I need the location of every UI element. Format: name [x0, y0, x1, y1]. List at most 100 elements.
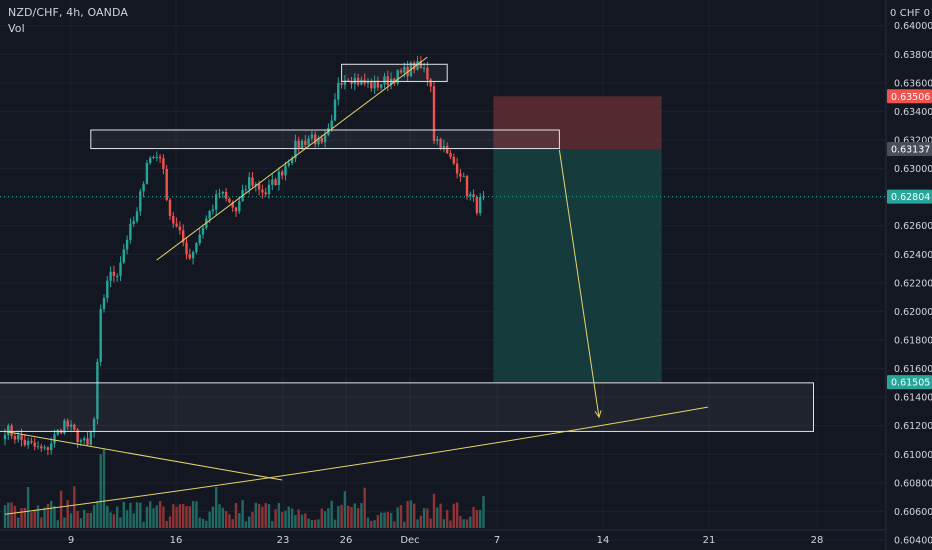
volume-bar [96, 500, 99, 528]
volume-bar [221, 507, 224, 528]
candle-body [482, 196, 485, 198]
volume-bar [23, 507, 26, 528]
candle-body [23, 440, 26, 446]
price-badge [887, 89, 932, 104]
volume-bar [343, 491, 347, 528]
candle-body [274, 179, 277, 186]
volume-bar [389, 513, 393, 528]
volume-bar [142, 521, 145, 528]
volume-bar [86, 512, 89, 528]
volume-bar [257, 503, 261, 528]
candle-body [290, 158, 294, 164]
volume-bar [7, 502, 10, 528]
volume-bar [139, 502, 142, 528]
candle-body [178, 226, 182, 231]
volume-bar [195, 501, 198, 528]
candle-body [125, 239, 129, 250]
candle-body [386, 76, 389, 85]
volume-bar [149, 501, 152, 528]
volume-bar [89, 512, 92, 528]
volume-bar [254, 502, 257, 528]
volume-bar [386, 511, 389, 528]
volume-bar [380, 512, 383, 528]
volume-bar [43, 507, 46, 528]
candle-body [422, 67, 426, 69]
candle-body [399, 70, 403, 73]
volume-bar [449, 520, 452, 528]
volume-bar [297, 509, 300, 528]
y-tick-label: 0.63000 [894, 164, 932, 175]
time-axis[interactable]: 9 16 23 26 Dec 7 14 21 28 [0, 529, 886, 546]
candle-body [350, 81, 353, 84]
volume-bar [432, 493, 436, 528]
support-zone-target [0, 382, 814, 432]
long-support-curve [4, 406, 708, 515]
y-tick-label: 0.61600 [894, 364, 932, 375]
volume-bar [304, 513, 307, 528]
volume-bar [10, 502, 13, 528]
volume-bar [132, 513, 135, 528]
volume-bar [370, 520, 373, 528]
price-badge-label: 0.63506 [891, 92, 930, 103]
price-badge-label: 0.63137 [891, 145, 930, 156]
volume-bar [66, 500, 69, 528]
volume-bar [46, 503, 50, 528]
candle-body [195, 243, 198, 253]
volume-bar [360, 503, 363, 528]
volume-bar [267, 504, 271, 528]
price-axis[interactable]: 0.64000 0.63800 0.63600 0.63400 0.63200 0.630… [885, 0, 932, 550]
candle-body [449, 153, 452, 157]
volume-bar [406, 501, 409, 528]
volume-bar [215, 487, 218, 528]
x-tick-label: 9 [68, 535, 74, 546]
candle-body [172, 216, 175, 224]
falling-trendline [4, 430, 283, 481]
horizontal-zones [0, 63, 814, 432]
candle-body [307, 138, 310, 145]
volume-bar [439, 503, 442, 528]
candle-body [135, 211, 139, 222]
volume-bar [92, 504, 96, 528]
volume-bar [284, 510, 287, 528]
volume-bar [446, 510, 449, 528]
volume-bar [99, 454, 102, 528]
y-tick-label: 0.60800 [894, 478, 932, 489]
volume-bar [234, 502, 238, 528]
y-tick-label: 0.63200 [894, 136, 932, 147]
volume-indicator-label[interactable]: Vol [8, 22, 25, 35]
volume-bar [17, 517, 20, 528]
volume-bar [59, 490, 63, 528]
price-badge [887, 189, 932, 204]
volume-bar [416, 519, 419, 528]
x-tick-label: 7 [494, 535, 500, 546]
y-tick-label: 0.63800 [894, 50, 932, 61]
volume-bar [363, 487, 366, 528]
volume-bar [145, 506, 149, 528]
candle-body [53, 434, 56, 444]
candle-body [383, 76, 386, 85]
y-tick-label: 0.64000 [894, 21, 932, 32]
candle-body [254, 184, 257, 186]
candle-body [251, 177, 254, 186]
rising-trendline [156, 56, 428, 261]
take-profit-zone [493, 149, 662, 383]
candle-body [86, 438, 89, 445]
volume-bar [300, 514, 304, 528]
candle-body [188, 254, 191, 259]
volume-bar [455, 502, 459, 528]
volume-bar [409, 500, 413, 528]
candle-body [442, 145, 446, 149]
volume-bar [419, 515, 422, 528]
volume-bar [248, 516, 251, 528]
candle-body [208, 211, 211, 219]
candle-body [165, 169, 168, 201]
candle-body [69, 424, 73, 427]
volume-bar [373, 520, 376, 528]
candle-body [20, 435, 23, 441]
volume-bar [205, 520, 208, 528]
candle-body [122, 249, 125, 263]
candle-body [139, 191, 142, 212]
candle-body [76, 429, 79, 442]
candle-body [40, 446, 43, 449]
